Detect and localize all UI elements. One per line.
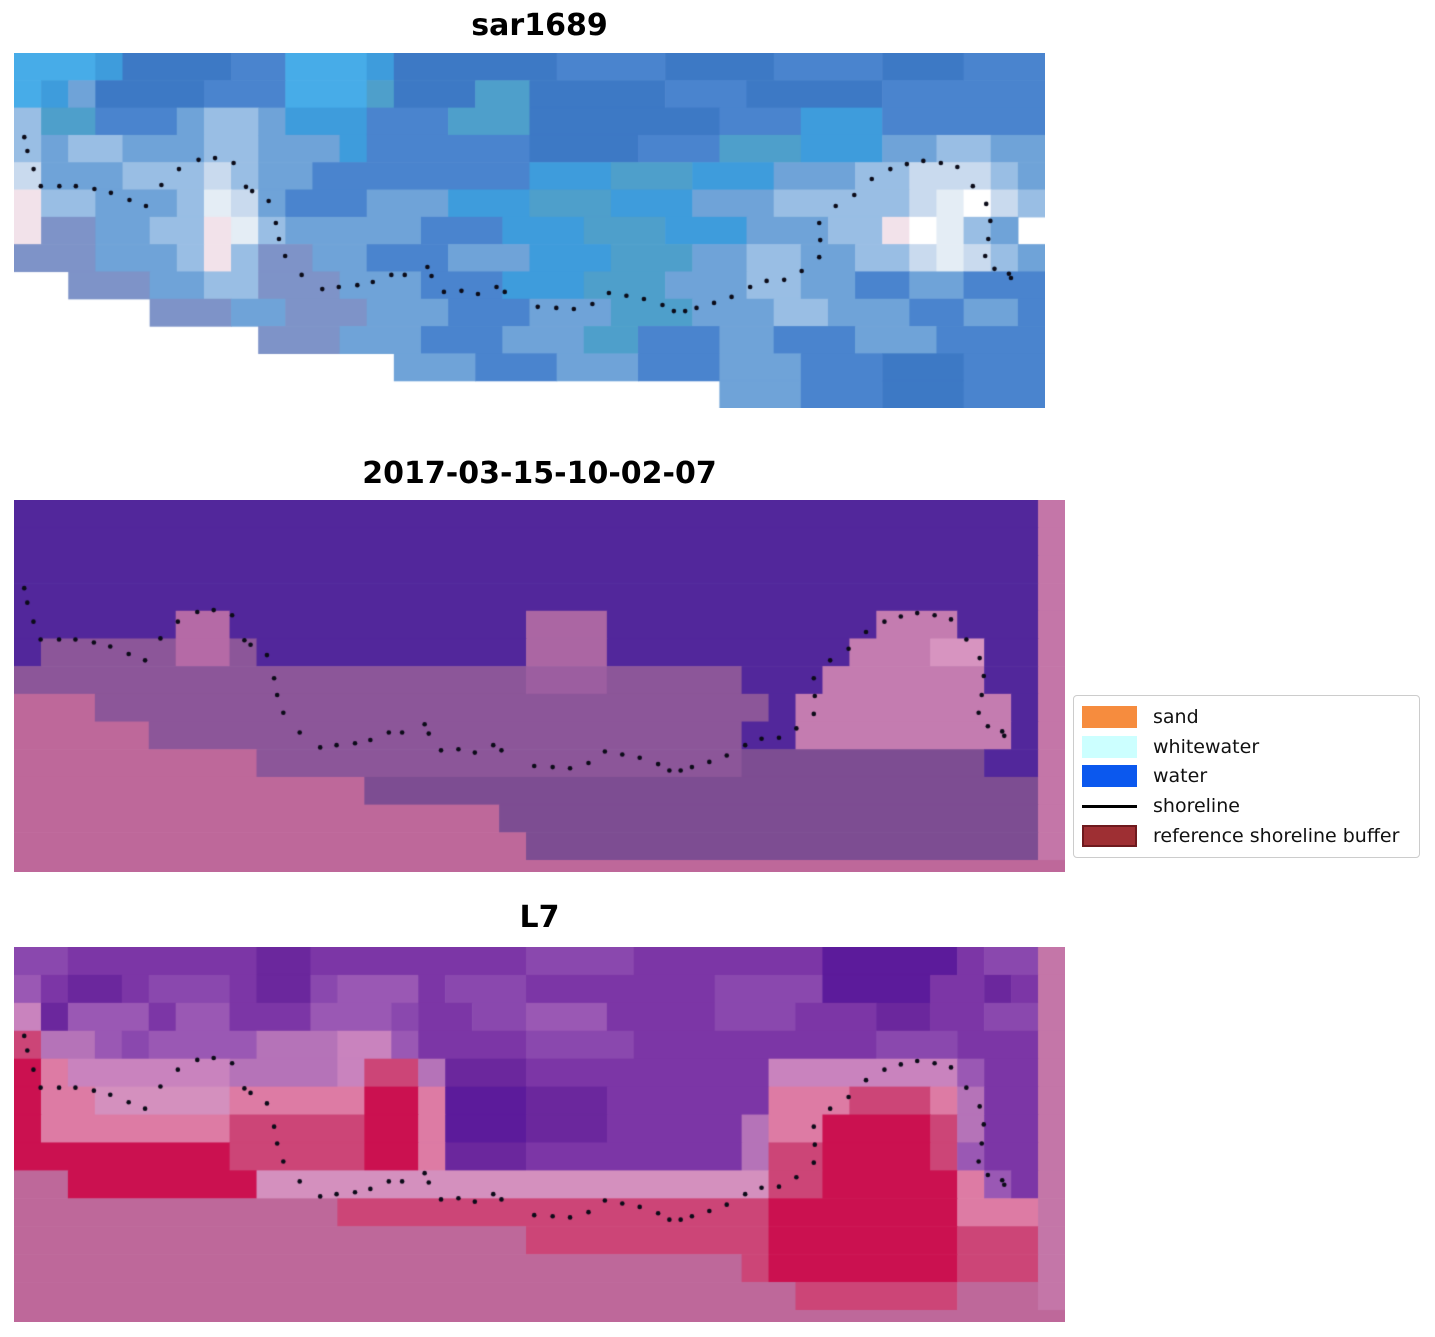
legend-label-sand: sand — [1153, 705, 1199, 728]
legend-item-reference-buffer: reference shoreline buffer — [1082, 822, 1411, 851]
legend-label-whitewater: whitewater — [1153, 735, 1260, 758]
legend-box: sand whitewater water shoreline referenc… — [1073, 695, 1420, 858]
sand-swatch-icon — [1082, 705, 1137, 728]
panel-title-l7: L7 — [519, 900, 560, 935]
shoreline-line-icon — [1082, 804, 1137, 808]
panel-title-classified-date: 2017-03-15-10-02-07 — [362, 456, 717, 491]
reference-buffer-swatch-icon — [1082, 825, 1137, 848]
legend-label-reference-buffer: reference shoreline buffer — [1153, 825, 1400, 848]
panel-title-sar1689: sar1689 — [471, 8, 608, 43]
whitewater-swatch-icon — [1082, 735, 1137, 758]
legend-item-shoreline: shoreline — [1082, 792, 1411, 821]
legend-label-shoreline: shoreline — [1153, 795, 1240, 818]
legend-label-water: water — [1153, 765, 1208, 788]
legend-item-water: water — [1082, 762, 1411, 791]
sar-image-panel — [14, 53, 1045, 408]
legend-item-whitewater: whitewater — [1082, 732, 1411, 761]
l7-image-panel — [14, 947, 1065, 1322]
legend-item-sand: sand — [1082, 702, 1411, 731]
classified-image-panel — [14, 500, 1065, 872]
water-swatch-icon — [1082, 765, 1137, 788]
